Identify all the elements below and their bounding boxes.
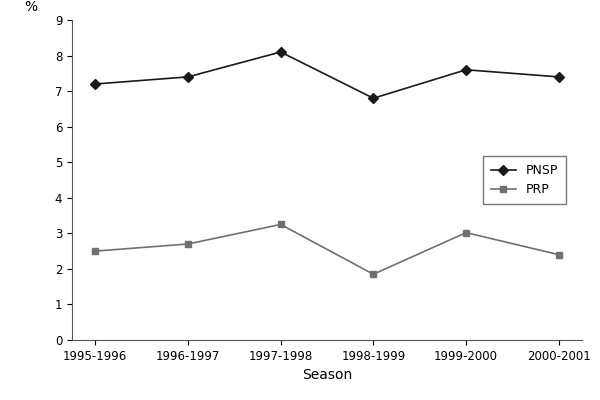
Line: PNSP: PNSP <box>92 48 562 102</box>
PNSP <box>184 74 191 79</box>
PRP <box>555 252 562 257</box>
X-axis label: Season: Season <box>302 368 352 382</box>
PRP <box>277 222 284 227</box>
PNSP <box>370 96 377 101</box>
Line: PRP: PRP <box>92 221 562 278</box>
Text: %: % <box>25 0 38 14</box>
PNSP <box>463 67 470 72</box>
PRP <box>184 242 191 246</box>
PNSP <box>277 50 284 54</box>
PRP <box>92 249 99 254</box>
Legend: PNSP, PRP: PNSP, PRP <box>483 156 566 204</box>
PNSP <box>92 82 99 86</box>
PRP <box>463 230 470 235</box>
PRP <box>370 272 377 277</box>
PNSP <box>555 74 562 79</box>
